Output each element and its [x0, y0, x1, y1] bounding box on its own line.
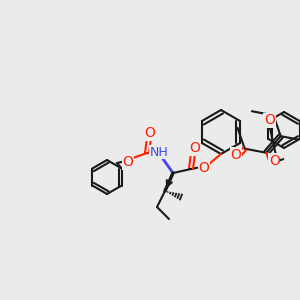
Text: O: O: [123, 155, 134, 169]
Text: NH: NH: [150, 146, 168, 158]
Text: O: O: [230, 148, 241, 162]
Text: O: O: [199, 161, 209, 175]
Text: O: O: [264, 113, 275, 128]
Text: O: O: [269, 154, 280, 168]
Text: O: O: [190, 141, 200, 155]
Text: O: O: [145, 126, 155, 140]
